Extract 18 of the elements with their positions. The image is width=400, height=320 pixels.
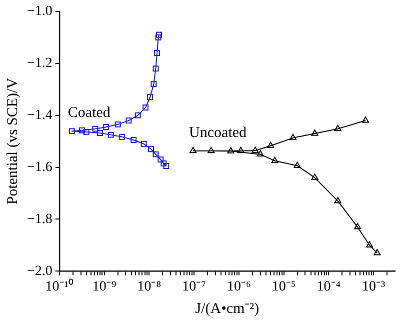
- y-tick-label: −2.0: [26, 264, 52, 279]
- series-label: Coated: [68, 105, 111, 122]
- series-label: Uncoated: [189, 124, 248, 141]
- y-tick-label: −1.8: [26, 212, 52, 227]
- x-tick-label: 10⁻⁶: [226, 279, 251, 294]
- y-tick-label: −1.4: [26, 108, 52, 123]
- x-tick-label: 10⁻⁹: [92, 279, 116, 294]
- x-tick-label: 10⁻⁷: [182, 279, 206, 294]
- x-tick-label: 10⁻⁵: [272, 279, 296, 294]
- y-tick-label: −1.0: [26, 4, 52, 20]
- x-axis-title: J/(A•cm⁻²): [195, 300, 260, 317]
- y-tick-label: −1.2: [26, 56, 52, 72]
- y-tick-label: −1.6: [26, 160, 52, 175]
- x-tick-label: 10⁻¹⁰: [45, 278, 74, 294]
- x-tick-label: 10⁻⁴: [316, 279, 341, 294]
- x-tick-label: 10⁻⁸: [137, 279, 162, 294]
- x-tick-label: 10⁻³: [362, 279, 386, 294]
- y-axis-title: Potential (vs SCE)/V: [4, 78, 21, 205]
